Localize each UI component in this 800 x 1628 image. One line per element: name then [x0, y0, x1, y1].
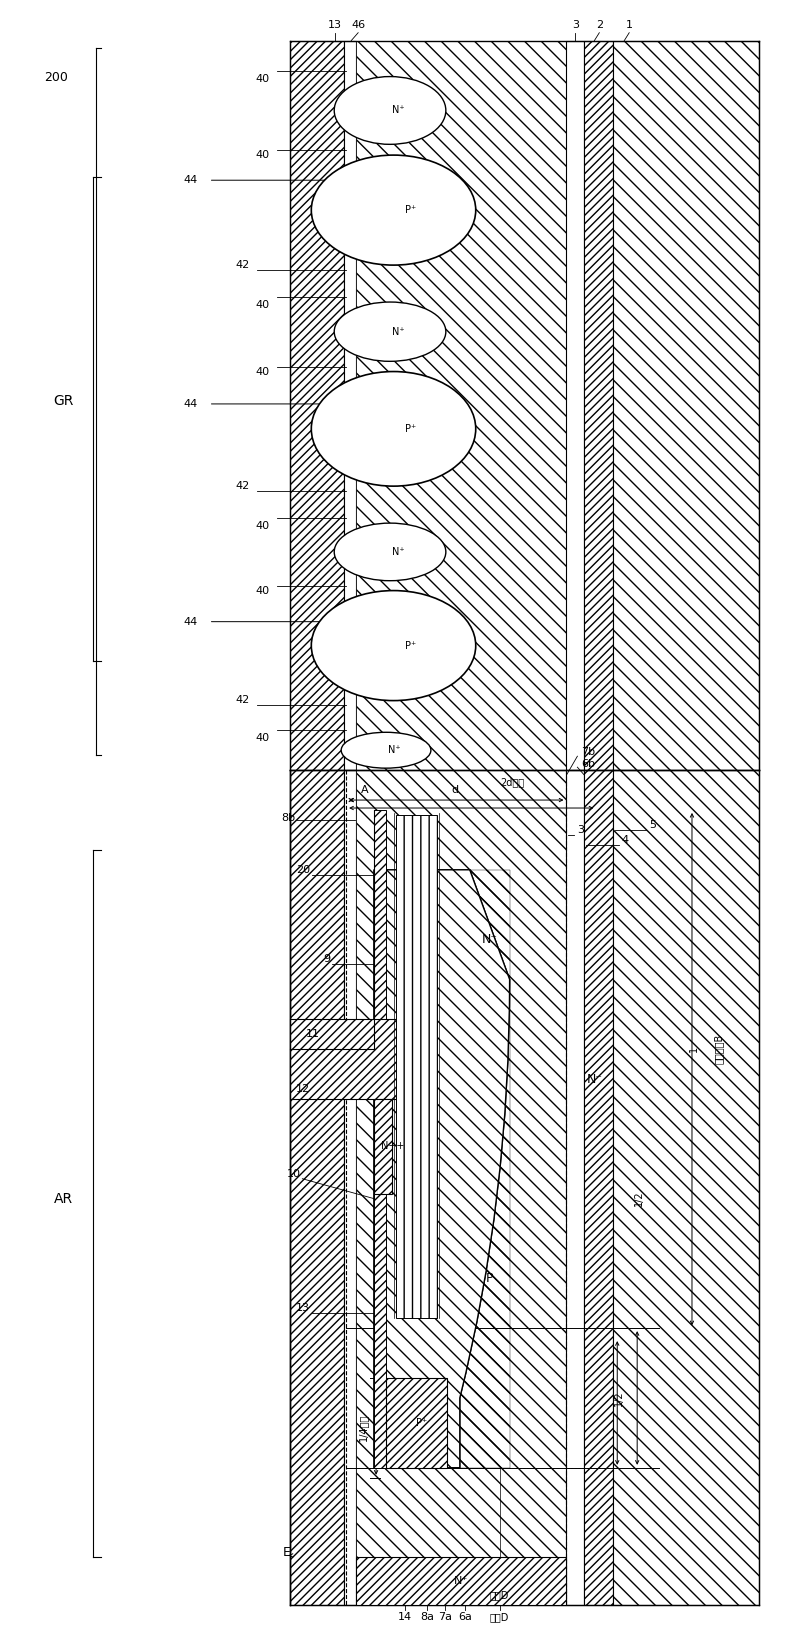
Text: 8b: 8b	[282, 812, 295, 824]
Text: 位置D: 位置D	[490, 1612, 510, 1621]
Text: 1/2: 1/2	[614, 1390, 624, 1405]
Text: 42: 42	[235, 695, 250, 705]
Bar	[386, 1377, 447, 1468]
Text: 1/2: 1/2	[634, 1190, 644, 1206]
Bar	[614, 770, 758, 1605]
Bar	[290, 770, 344, 1605]
Text: 1: 1	[689, 1047, 699, 1052]
Bar	[374, 811, 386, 1468]
Bar	[290, 41, 344, 770]
PathPatch shape	[374, 869, 510, 1468]
Text: 3: 3	[578, 825, 584, 835]
Text: 42: 42	[235, 260, 250, 270]
Text: N⁺: N⁺	[392, 327, 404, 337]
Text: 2d以上: 2d以上	[500, 777, 524, 786]
Text: 14: 14	[398, 1612, 412, 1621]
Ellipse shape	[311, 155, 476, 265]
Bar	[344, 770, 356, 1605]
Text: N⁻: N⁻	[586, 1073, 602, 1086]
Text: 6b: 6b	[582, 759, 595, 768]
Text: A: A	[362, 785, 369, 794]
Text: 42: 42	[235, 482, 250, 492]
Text: 40: 40	[255, 300, 270, 309]
Text: 8a: 8a	[420, 1612, 434, 1621]
Bar	[374, 1099, 392, 1193]
Bar	[396, 816, 437, 1319]
Bar	[584, 41, 614, 770]
Text: 40: 40	[255, 150, 270, 160]
Text: 40: 40	[255, 366, 270, 376]
Text: 6a: 6a	[458, 1612, 472, 1621]
Text: P⁺: P⁺	[406, 205, 417, 215]
Ellipse shape	[311, 371, 476, 487]
Text: P⁺: P⁺	[406, 640, 417, 651]
Text: 1: 1	[626, 20, 633, 29]
Text: E: E	[282, 1547, 290, 1560]
Text: N⁺: N⁺	[392, 547, 404, 557]
Text: 12: 12	[296, 1084, 310, 1094]
Text: 44: 44	[184, 176, 198, 186]
Text: 3: 3	[572, 20, 579, 29]
Text: 46: 46	[351, 20, 366, 29]
Bar	[356, 1558, 566, 1605]
Bar	[566, 770, 584, 1605]
Text: 200: 200	[44, 72, 68, 85]
Text: 44: 44	[184, 399, 198, 409]
Text: 13: 13	[328, 20, 342, 29]
Bar	[374, 869, 510, 1468]
Text: AR: AR	[54, 1192, 73, 1206]
Bar	[356, 41, 566, 770]
Ellipse shape	[342, 733, 431, 768]
Text: GR: GR	[53, 394, 74, 409]
Bar	[356, 770, 566, 1605]
PathPatch shape	[374, 869, 510, 1468]
Text: 40: 40	[255, 521, 270, 531]
PathPatch shape	[374, 869, 510, 1468]
Bar	[584, 770, 614, 1605]
Text: N++: N++	[382, 1141, 405, 1151]
Ellipse shape	[334, 77, 446, 145]
Text: N⁺: N⁺	[388, 746, 400, 755]
Text: 40: 40	[255, 733, 270, 744]
Text: d: d	[452, 785, 459, 794]
Text: 40: 40	[255, 73, 270, 83]
Text: P⁺: P⁺	[416, 1418, 427, 1428]
Text: 2: 2	[596, 20, 603, 29]
Text: 7a: 7a	[438, 1612, 452, 1621]
Text: 位置D: 位置D	[490, 1591, 510, 1600]
Bar	[614, 41, 758, 770]
Ellipse shape	[334, 523, 446, 581]
Text: 4: 4	[622, 835, 628, 845]
Text: 7b: 7b	[582, 747, 595, 757]
Text: 9: 9	[323, 954, 330, 964]
Bar	[290, 1019, 404, 1099]
Text: 40: 40	[255, 586, 270, 596]
Text: N⁺: N⁺	[392, 106, 404, 116]
Text: 中間位置B: 中間位置B	[714, 1034, 724, 1065]
Text: N⁺: N⁺	[454, 1576, 469, 1586]
Text: 11: 11	[306, 1029, 320, 1039]
Text: P: P	[486, 1271, 494, 1284]
Ellipse shape	[311, 591, 476, 700]
Text: 10: 10	[286, 1169, 300, 1179]
Text: 5: 5	[649, 821, 656, 830]
Ellipse shape	[334, 303, 446, 361]
Bar	[344, 41, 356, 770]
Text: 1/4以下: 1/4以下	[358, 1415, 368, 1441]
Text: 44: 44	[184, 617, 198, 627]
Text: 13: 13	[296, 1304, 310, 1314]
Text: N⁻: N⁻	[482, 933, 498, 946]
Bar	[566, 41, 584, 770]
Text: P⁺: P⁺	[406, 423, 417, 433]
Text: 20: 20	[296, 864, 310, 874]
